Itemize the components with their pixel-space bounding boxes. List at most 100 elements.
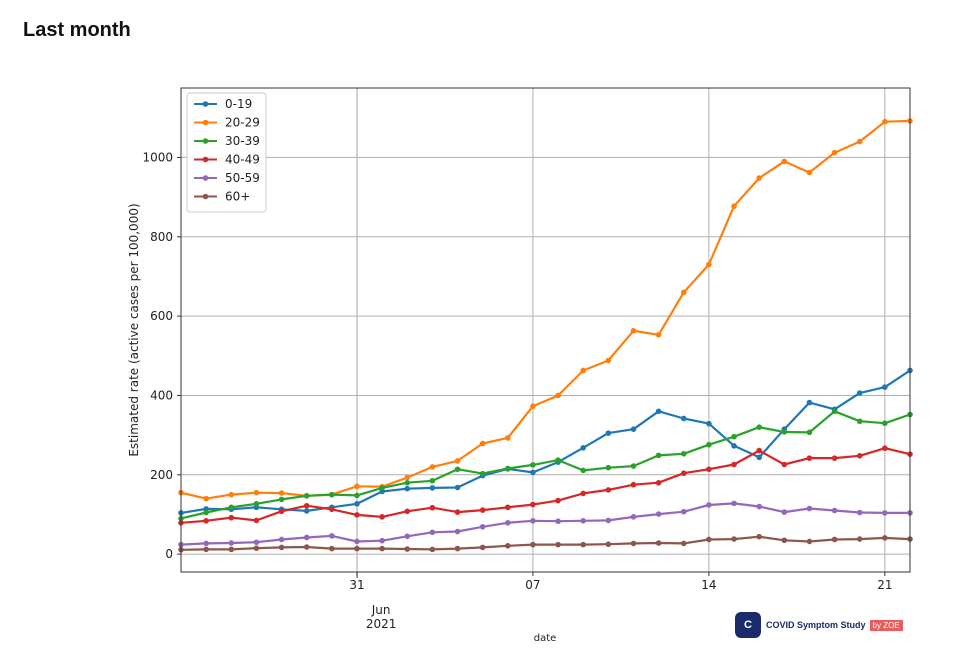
data-point-20-29 — [882, 118, 888, 125]
data-point-20-29 — [354, 483, 360, 490]
data-point-20-29 — [630, 327, 637, 334]
data-point-30-39 — [530, 462, 536, 468]
data-point-30-39 — [882, 420, 888, 427]
data-point-50-59 — [630, 514, 637, 520]
data-point-40-49 — [856, 452, 863, 459]
data-point-0-19 — [655, 408, 662, 415]
y-tick-label: 1000 — [142, 150, 173, 164]
data-point-0-19 — [731, 443, 737, 449]
legend-label-60+: 60+ — [225, 190, 250, 204]
data-point-60+ — [706, 536, 712, 543]
data-point-50-59 — [530, 518, 536, 524]
data-point-30-39 — [479, 470, 486, 477]
data-point-0-19 — [882, 384, 888, 390]
data-point-30-39 — [781, 429, 788, 435]
data-point-40-49 — [228, 514, 235, 521]
legend-label-0-19: 0-19 — [225, 97, 252, 111]
data-point-40-49 — [530, 501, 536, 508]
data-point-20-29 — [655, 331, 662, 338]
x-tick-label: 31 — [349, 578, 364, 592]
data-point-60+ — [680, 540, 687, 547]
data-point-0-19 — [806, 399, 813, 406]
data-point-30-39 — [504, 465, 511, 472]
data-point-60+ — [580, 541, 587, 548]
legend-marker-50-59 — [202, 175, 209, 181]
data-point-20-29 — [605, 357, 612, 364]
data-point-50-59 — [454, 528, 461, 535]
legend-label-20-29: 20-29 — [225, 116, 260, 130]
data-point-30-39 — [555, 457, 561, 463]
y-tick-label: 400 — [150, 388, 173, 402]
data-point-50-59 — [831, 507, 838, 514]
logo-by-badge: by ZOE — [869, 619, 903, 631]
data-point-50-59 — [731, 500, 737, 507]
data-point-50-59 — [379, 537, 385, 544]
data-point-20-29 — [706, 261, 712, 268]
series-line-20-29 — [180, 119, 911, 500]
data-point-0-19 — [354, 500, 360, 507]
data-point-60+ — [454, 545, 461, 552]
data-point-50-59 — [680, 508, 687, 515]
data-point-40-49 — [454, 509, 461, 515]
legend-marker-60+ — [202, 193, 209, 200]
data-point-50-59 — [203, 540, 209, 547]
data-point-30-39 — [303, 493, 310, 499]
data-point-20-29 — [806, 169, 813, 176]
series-line-60+ — [180, 535, 911, 551]
data-point-20-29 — [404, 474, 411, 481]
data-point-50-59 — [278, 536, 285, 543]
x-month-label: Jun — [371, 603, 391, 617]
data-point-50-59 — [555, 518, 561, 525]
data-point-30-39 — [806, 429, 813, 436]
data-point-20-29 — [203, 495, 209, 502]
data-point-60+ — [203, 546, 209, 553]
y-tick-label: 800 — [150, 230, 173, 244]
data-point-20-29 — [228, 491, 235, 498]
data-point-50-59 — [429, 529, 436, 536]
legend-marker-0-19 — [202, 101, 209, 107]
data-point-60+ — [404, 546, 411, 552]
data-point-30-39 — [655, 452, 662, 459]
data-point-60+ — [882, 535, 888, 541]
data-point-30-39 — [680, 450, 687, 457]
data-point-40-49 — [882, 445, 888, 452]
data-point-40-49 — [429, 504, 436, 511]
data-point-20-29 — [756, 175, 762, 181]
data-point-40-49 — [504, 504, 511, 511]
data-point-50-59 — [605, 517, 612, 524]
data-point-40-49 — [680, 470, 687, 477]
data-point-40-49 — [303, 502, 310, 509]
legend-label-40-49: 40-49 — [225, 153, 260, 167]
legend-label-50-59: 50-59 — [225, 171, 260, 185]
data-point-50-59 — [404, 533, 411, 540]
data-point-60+ — [756, 533, 762, 540]
data-point-20-29 — [504, 435, 511, 441]
data-point-60+ — [605, 541, 612, 548]
data-point-40-49 — [354, 512, 360, 518]
page-title: Last month — [23, 19, 131, 41]
data-point-50-59 — [504, 520, 511, 526]
data-point-30-39 — [706, 441, 712, 448]
data-point-60+ — [806, 538, 813, 545]
data-point-30-39 — [329, 491, 335, 498]
data-point-60+ — [253, 545, 260, 551]
series-line-40-49 — [180, 447, 911, 524]
data-point-60+ — [504, 543, 511, 549]
data-point-30-39 — [429, 477, 436, 484]
data-point-0-19 — [605, 430, 612, 436]
data-point-0-19 — [680, 415, 687, 422]
series-line-30-39 — [180, 410, 911, 520]
data-point-60+ — [630, 540, 637, 547]
data-point-50-59 — [354, 538, 360, 545]
legend-marker-20-29 — [202, 119, 209, 126]
data-point-30-39 — [203, 509, 209, 516]
data-point-20-29 — [429, 464, 436, 470]
x-year-label: 2021 — [366, 617, 397, 631]
data-point-60+ — [479, 544, 486, 551]
legend-label-30-39: 30-39 — [225, 134, 260, 148]
data-point-40-49 — [278, 508, 285, 515]
data-point-30-39 — [379, 485, 385, 491]
data-point-40-49 — [479, 507, 486, 513]
data-point-30-39 — [404, 479, 411, 486]
